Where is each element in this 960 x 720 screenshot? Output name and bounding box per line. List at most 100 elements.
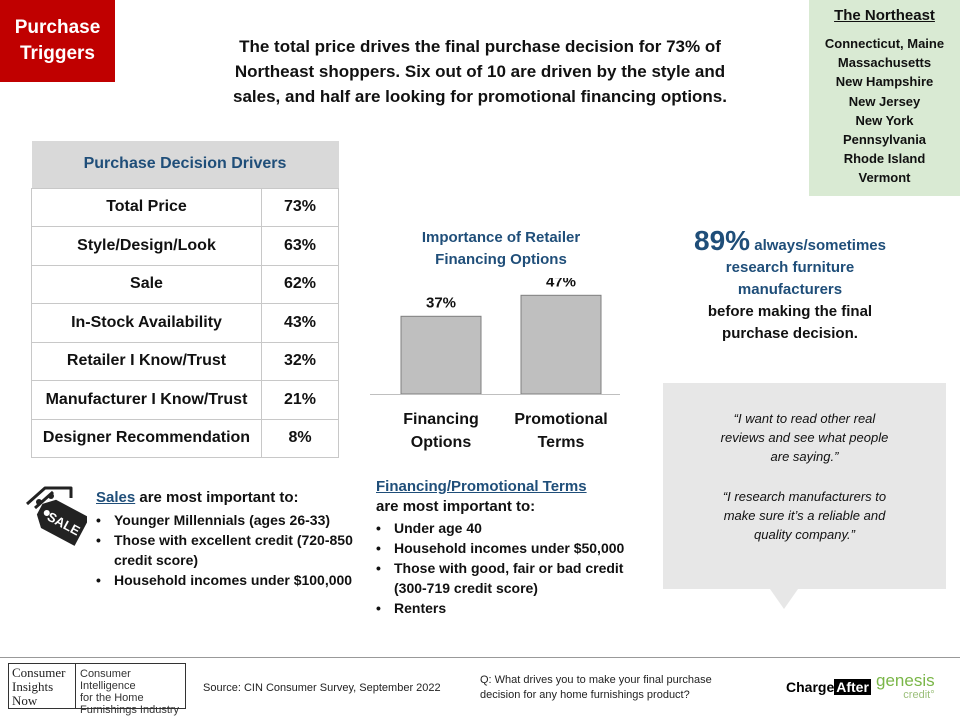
- cin-logo-line: Now: [12, 693, 38, 708]
- driver-value: 63%: [261, 226, 339, 266]
- list-item: Those with good, fair or bad credit (300…: [376, 558, 626, 598]
- category-label: Terms: [538, 434, 585, 451]
- list-item: Household incomes under $100,000: [96, 570, 361, 590]
- cin-tagline-line: Consumer Intelligence: [80, 668, 136, 692]
- quote-callout: “I want to read other real reviews and s…: [663, 383, 946, 589]
- stat-percent: 89%: [694, 225, 751, 256]
- driver-label: Style/Design/Look: [31, 226, 262, 266]
- state-list: Connecticut, Maine Massachusetts New Ham…: [809, 34, 960, 188]
- cin-logo-tagline: Consumer Intelligence for the Home Furni…: [76, 664, 185, 716]
- headline-line-2: Northeast shoppers. Six out of 10 are dr…: [234, 62, 726, 81]
- driver-value: 62%: [261, 264, 339, 304]
- table-header-row: Purchase Decision Drivers: [31, 141, 339, 188]
- table-row: Manufacturer I Know/Trust 21%: [31, 380, 339, 420]
- sales-heading-rest: are most important to:: [135, 489, 299, 506]
- cin-logo-line: Insights: [12, 679, 54, 694]
- cin-logo-wordmark: Consumer Insights Now: [9, 664, 76, 708]
- quote-2: “I research manufacturers to make sure i…: [693, 487, 916, 544]
- purchase-drivers-table: Purchase Decision Drivers Total Price 73…: [31, 141, 339, 458]
- sale-tag-icon: SALE: [26, 486, 87, 546]
- list-item: Renters: [376, 598, 626, 618]
- question-line: Q: What drives you to make your final pu…: [480, 674, 712, 686]
- financing-bar-chart: 37% Financing Options 47% Promotional Terms: [370, 278, 620, 451]
- driver-value: 21%: [261, 380, 339, 420]
- category-label: Options: [411, 434, 472, 451]
- genesis-logo-word: genesis: [876, 671, 935, 690]
- table-row: Retailer I Know/Trust 32%: [31, 341, 339, 381]
- footer-divider: [0, 657, 960, 658]
- data-label: 47%: [546, 278, 576, 290]
- sales-list: Younger Millennials (ages 26-33) Those w…: [96, 510, 361, 590]
- driver-value: 8%: [261, 418, 339, 458]
- state-item: Vermont: [858, 170, 911, 186]
- state-item: Massachusetts: [837, 55, 932, 71]
- state-item: New York: [855, 112, 914, 128]
- cin-tagline-line: for the Home: [80, 692, 144, 704]
- quote-1: “I want to read other real reviews and s…: [693, 409, 916, 466]
- financing-heading: Financing/Promotional Terms are most imp…: [376, 477, 626, 517]
- driver-label: Designer Recommendation: [31, 418, 262, 458]
- list-item: Household incomes under $50,000: [376, 538, 626, 558]
- bar: [400, 315, 482, 395]
- driver-label: Total Price: [31, 187, 262, 227]
- driver-label: Manufacturer I Know/Trust: [31, 380, 262, 420]
- sales-section: Sales are most important to: Younger Mil…: [96, 489, 361, 590]
- cin-tagline-line: Furnishings Industry: [80, 704, 180, 716]
- table-row: Designer Recommendation 8%: [31, 418, 339, 458]
- state-item: New Jersey: [848, 93, 921, 109]
- category-label: Promotional: [514, 411, 607, 428]
- chart-title-line-1: Importance of Retailer: [421, 229, 581, 246]
- chargeafter-logo-part: Charge: [786, 679, 835, 695]
- state-item: Connecticut, Maine: [824, 36, 945, 51]
- stat-line-1: always/sometimes: [754, 237, 886, 254]
- callout-tail: [770, 589, 798, 609]
- cin-logo-line: Consumer: [12, 665, 66, 680]
- table-row: Total Price 73%: [31, 187, 339, 227]
- region-panel: The Northeast Connecticut, Maine Massach…: [809, 0, 960, 196]
- financing-section: Financing/Promotional Terms are most imp…: [376, 477, 626, 618]
- data-label: 37%: [426, 294, 456, 311]
- list-item: Under age 40: [376, 518, 626, 538]
- list-item: Those with excellent credit (720-850 cre…: [96, 530, 361, 570]
- state-item: New Hampshire: [835, 74, 934, 90]
- badge-line-2: Triggers: [20, 43, 95, 64]
- financing-keyword: Financing/Promotional Terms: [376, 478, 587, 495]
- headline: The total price drives the final purchas…: [200, 34, 760, 109]
- stat-line-3: manufacturers: [737, 281, 843, 298]
- table-row: Style/Design/Look 63%: [31, 226, 339, 266]
- chargeafter-logo: Charge After: [786, 679, 871, 695]
- state-item: Rhode Island: [843, 151, 926, 167]
- source-note: Source: CIN Consumer Survey, September 2…: [203, 682, 441, 694]
- financing-heading-rest: are most important to:: [376, 498, 536, 515]
- purchase-triggers-badge: Purchase Triggers: [0, 0, 115, 82]
- quote-2-line: make sure it’s a reliable and: [723, 508, 886, 523]
- quote-1-line: reviews and see what people: [720, 430, 889, 445]
- table-title: Purchase Decision Drivers: [31, 141, 339, 188]
- chargeafter-logo-part: After: [834, 679, 871, 695]
- bar: [520, 294, 602, 395]
- table-row: Sale 62%: [31, 264, 339, 304]
- cin-logo: Consumer Insights Now Consumer Intellige…: [8, 663, 186, 716]
- stat-line-2: research furniture: [725, 259, 855, 276]
- research-stat: 89% always/sometimes research furniture …: [650, 227, 930, 345]
- genesis-logo-sub: credit°: [903, 689, 935, 701]
- badge-line-1: Purchase: [14, 17, 101, 38]
- genesis-credit-logo: genesis credit°: [876, 671, 935, 702]
- chart-title: Importance of Retailer Financing Options: [390, 227, 612, 271]
- category-label: Financing: [403, 411, 479, 428]
- quote-2-line: “I research manufacturers to: [722, 489, 887, 504]
- financing-list: Under age 40 Household incomes under $50…: [376, 518, 626, 618]
- quote-1-line: “I want to read other real: [733, 411, 876, 426]
- driver-value: 73%: [261, 187, 339, 227]
- stat-line-5: purchase decision.: [722, 325, 858, 342]
- list-item: Younger Millennials (ages 26-33): [96, 510, 361, 530]
- quote-2-line: quality company.”: [754, 527, 855, 542]
- driver-value: 43%: [261, 303, 339, 343]
- state-item: Pennsylvania: [842, 132, 927, 148]
- quote-1-line: are saying.”: [770, 449, 839, 464]
- driver-label: In-Stock Availability: [31, 303, 262, 343]
- headline-line-1: The total price drives the final purchas…: [239, 37, 721, 56]
- stat-line-4: before making the final: [707, 303, 873, 320]
- table-row: In-Stock Availability 43%: [31, 303, 339, 343]
- sales-heading: Sales are most important to:: [96, 489, 361, 506]
